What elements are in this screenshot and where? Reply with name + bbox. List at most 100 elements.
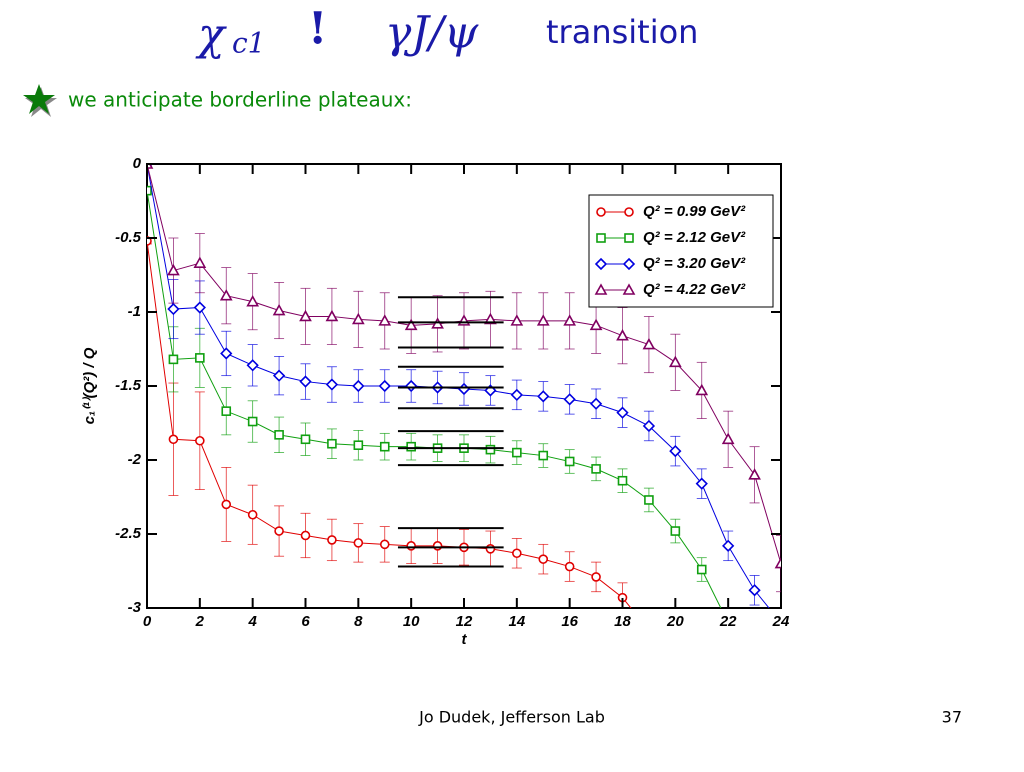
y-tick-label: -1.5 <box>115 377 142 394</box>
marker <box>617 475 628 486</box>
marker <box>538 554 549 564</box>
marker <box>589 318 603 331</box>
x-tick-label: 2 <box>195 613 205 630</box>
marker <box>642 337 656 350</box>
marker <box>669 444 682 458</box>
marker <box>327 535 337 545</box>
marker <box>432 541 443 551</box>
marker <box>221 406 232 416</box>
x-tick-label: 20 <box>666 613 684 630</box>
y-tick-label: -3 <box>128 599 142 616</box>
marker <box>246 359 259 372</box>
marker <box>644 495 654 505</box>
marker <box>622 283 636 295</box>
marker <box>624 207 634 217</box>
y-axis-label: c₁⁽¹⁾(Q²) / Q <box>81 347 98 424</box>
bullet-star <box>23 84 55 114</box>
title-text: transition <box>546 13 698 51</box>
marker <box>299 375 312 388</box>
marker <box>247 416 258 427</box>
marker <box>195 435 205 446</box>
marker <box>379 539 390 550</box>
marker <box>353 440 364 451</box>
marker <box>512 447 522 458</box>
marker <box>722 539 735 552</box>
x-tick-label: 16 <box>561 613 578 630</box>
marker <box>221 499 232 510</box>
marker <box>299 309 312 322</box>
y-tick-label: -2 <box>128 451 142 468</box>
marker <box>596 233 606 243</box>
y-tick-label: -0.5 <box>115 229 142 246</box>
title-arrow: ! <box>308 4 327 55</box>
legend-label: Q² = 2.12 GeV² <box>643 229 746 246</box>
marker <box>695 383 709 396</box>
marker <box>594 283 608 295</box>
marker <box>563 314 577 326</box>
marker <box>219 289 233 301</box>
marker <box>748 468 761 480</box>
marker <box>594 257 608 271</box>
marker <box>591 572 601 582</box>
marker <box>193 256 207 268</box>
marker <box>642 419 656 433</box>
marker <box>670 526 681 536</box>
marker <box>246 294 260 307</box>
marker <box>193 301 206 314</box>
x-tick-label: 4 <box>247 613 257 630</box>
marker <box>378 379 391 393</box>
marker <box>536 314 550 326</box>
marker <box>379 441 390 452</box>
marker <box>274 526 284 536</box>
marker <box>538 450 549 461</box>
x-tick-label: 22 <box>719 613 737 630</box>
legend-label: Q² = 3.20 GeV² <box>643 255 746 272</box>
legend-label: Q² = 0.99 GeV² <box>643 203 746 220</box>
marker <box>378 314 392 326</box>
legend-box <box>588 194 774 308</box>
marker <box>774 556 781 569</box>
marker <box>300 434 311 445</box>
marker <box>272 369 286 382</box>
bullet-text: we anticipate borderline plateaux: <box>68 88 412 112</box>
marker <box>327 438 337 449</box>
marker <box>695 477 708 490</box>
marker <box>537 390 550 403</box>
x-tick-label: 6 <box>301 613 310 630</box>
marker <box>564 561 575 572</box>
x-tick-label: 8 <box>354 613 363 630</box>
overlay: 0-0.5-1-1.5-2-2.5-30 2 4 6 8 10 12 14 16 18 20 22 24… <box>81 155 790 648</box>
marker <box>353 538 364 548</box>
x-tick-label: 12 <box>456 613 473 630</box>
marker <box>512 548 522 559</box>
marker <box>406 541 416 551</box>
marker <box>589 397 603 410</box>
marker <box>457 382 471 396</box>
legend-label: Q² = 4.22 GeV² <box>643 281 746 298</box>
marker <box>352 379 365 393</box>
marker <box>563 393 576 406</box>
marker <box>591 464 601 474</box>
marker <box>325 378 339 391</box>
x-tick-label: 10 <box>403 613 420 630</box>
marker <box>168 354 179 365</box>
marker <box>645 626 653 634</box>
marker <box>405 379 418 393</box>
marker <box>616 406 629 419</box>
x-tick-label: 0 <box>143 613 152 630</box>
marker <box>300 530 311 541</box>
marker <box>147 185 152 196</box>
x-tick-label: 24 <box>772 613 790 630</box>
marker <box>325 309 339 322</box>
title-math: γJ/ψ <box>385 8 479 59</box>
marker <box>167 302 180 316</box>
y-tick-label: -1 <box>128 303 141 320</box>
marker <box>622 257 636 271</box>
marker <box>351 312 365 325</box>
marker <box>596 207 606 217</box>
marker <box>247 509 258 520</box>
x-tick-label: 14 <box>508 613 525 630</box>
marker <box>195 353 205 363</box>
marker <box>616 329 629 341</box>
